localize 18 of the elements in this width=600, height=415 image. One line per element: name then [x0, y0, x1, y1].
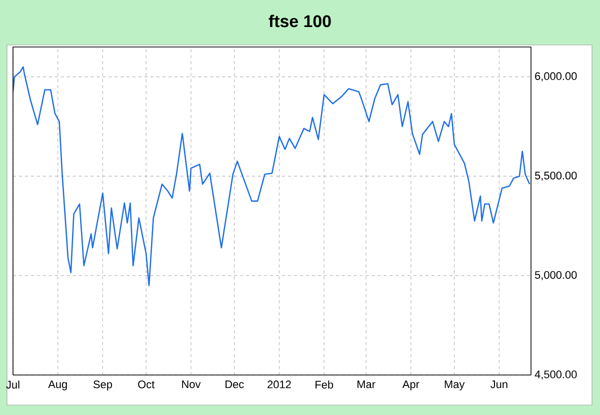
y-tick-label: 5,000.00 — [534, 271, 577, 280]
y-tick-label: 6,000.00 — [535, 72, 577, 82]
x-tick-label: Oct — [138, 380, 155, 388]
x-tick-label: Dec — [226, 380, 244, 388]
chart-title: ftse 100 — [268, 14, 331, 28]
y-tick-label: 5,500.00 — [534, 172, 577, 181]
x-tick-label: 2012 — [268, 380, 291, 388]
x-tick-label: Nov — [182, 380, 201, 388]
x-tick-label: Sep — [93, 380, 112, 390]
x-tick-label: Aug — [48, 380, 67, 390]
x-tick-label: Feb — [316, 380, 334, 389]
x-tick-label: May — [444, 380, 465, 390]
x-tick-label: Mar — [358, 380, 376, 388]
x-tick-label: Apr — [402, 380, 420, 390]
line-series — [13, 66, 530, 286]
x-tick-label: Jul — [6, 380, 20, 389]
x-tick-label: Jun — [490, 380, 508, 388]
y-tick-label: 4,500.00 — [534, 370, 577, 380]
